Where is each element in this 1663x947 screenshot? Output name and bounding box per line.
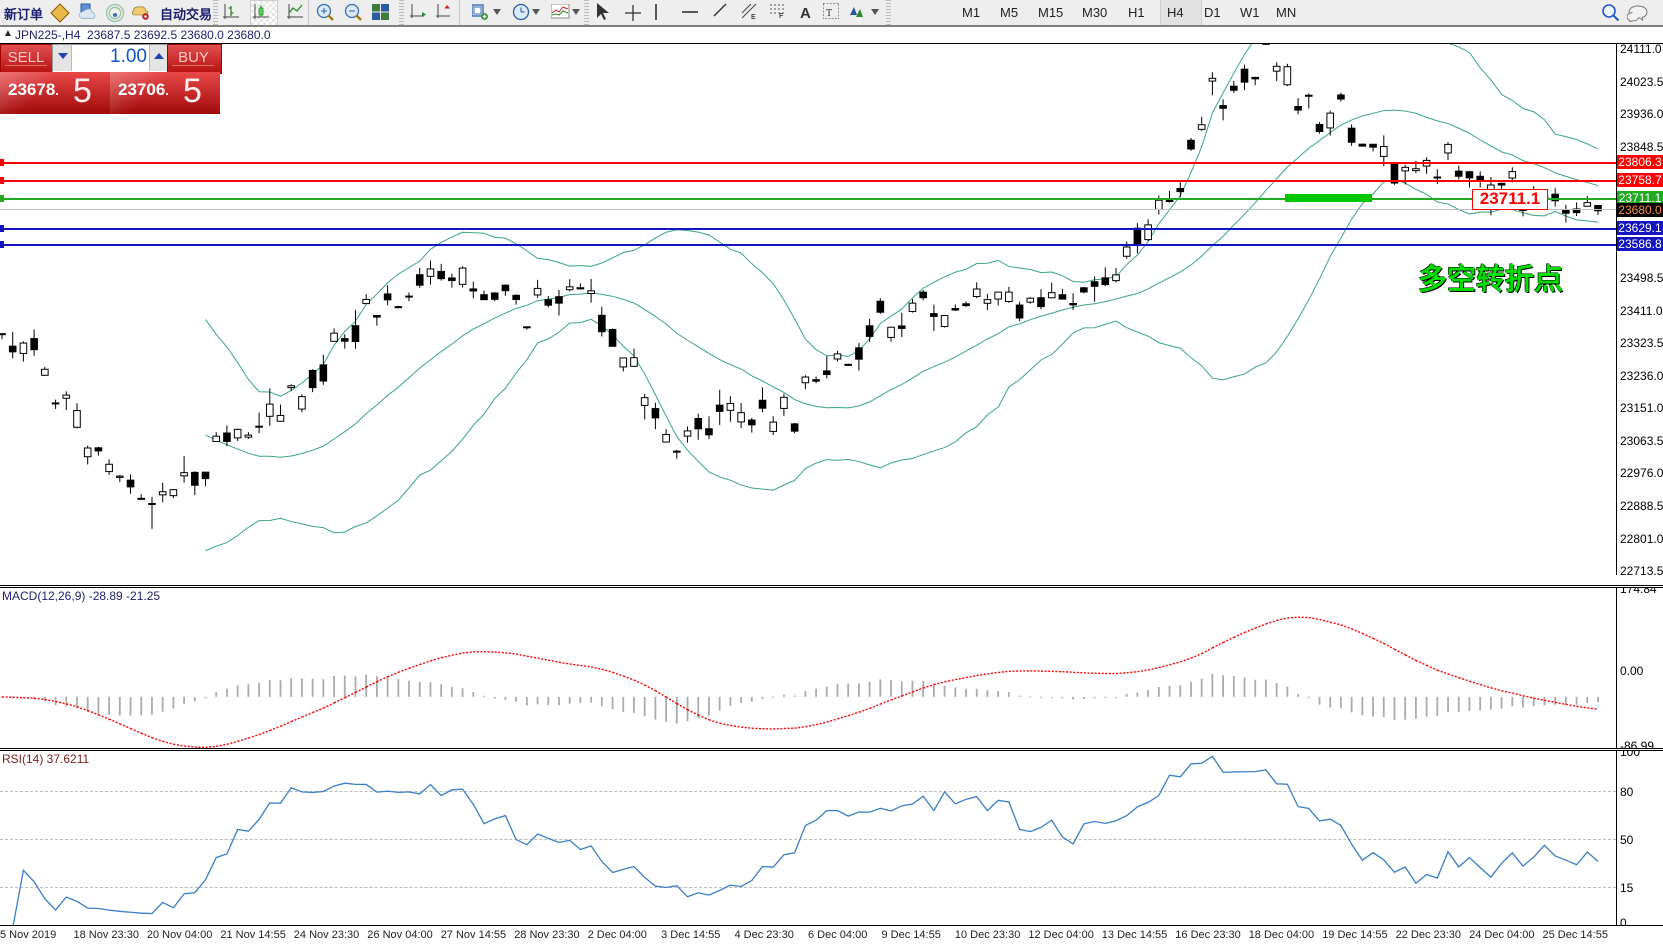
svg-text:E: E [751, 14, 756, 20]
svg-text:T: T [826, 8, 832, 19]
svg-text:F: F [779, 13, 784, 18]
